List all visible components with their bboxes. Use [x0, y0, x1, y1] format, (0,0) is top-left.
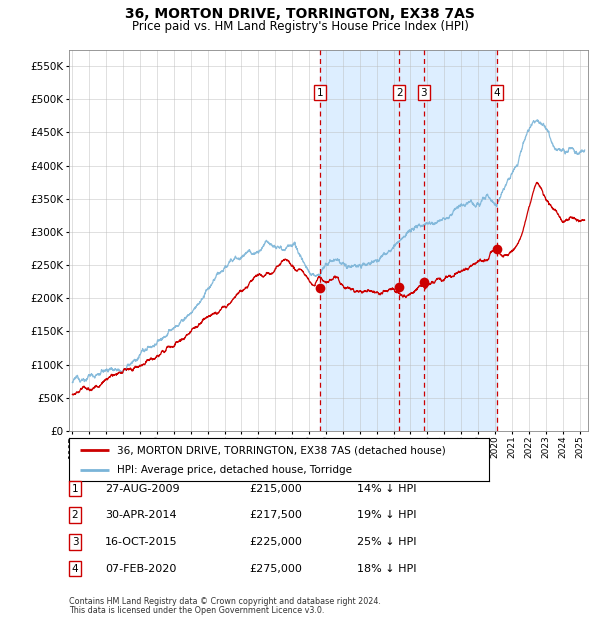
Text: 4: 4	[493, 87, 500, 98]
Text: 2: 2	[396, 87, 403, 98]
Text: HPI: Average price, detached house, Torridge: HPI: Average price, detached house, Torr…	[118, 465, 352, 475]
Text: 07-FEB-2020: 07-FEB-2020	[105, 564, 176, 574]
Text: 14% ↓ HPI: 14% ↓ HPI	[357, 484, 416, 494]
Text: 2: 2	[71, 510, 79, 520]
Text: 27-AUG-2009: 27-AUG-2009	[105, 484, 179, 494]
Text: 18% ↓ HPI: 18% ↓ HPI	[357, 564, 416, 574]
Text: This data is licensed under the Open Government Licence v3.0.: This data is licensed under the Open Gov…	[69, 606, 325, 615]
Text: Price paid vs. HM Land Registry's House Price Index (HPI): Price paid vs. HM Land Registry's House …	[131, 20, 469, 33]
Text: £217,500: £217,500	[249, 510, 302, 520]
Text: 16-OCT-2015: 16-OCT-2015	[105, 537, 178, 547]
Text: 36, MORTON DRIVE, TORRINGTON, EX38 7AS (detached house): 36, MORTON DRIVE, TORRINGTON, EX38 7AS (…	[118, 445, 446, 455]
Text: 3: 3	[421, 87, 427, 98]
Text: 19% ↓ HPI: 19% ↓ HPI	[357, 510, 416, 520]
Text: 36, MORTON DRIVE, TORRINGTON, EX38 7AS: 36, MORTON DRIVE, TORRINGTON, EX38 7AS	[125, 7, 475, 22]
Text: 30-APR-2014: 30-APR-2014	[105, 510, 176, 520]
Bar	[320, 50, 497, 431]
Text: £225,000: £225,000	[249, 537, 302, 547]
Text: £275,000: £275,000	[249, 564, 302, 574]
Text: 1: 1	[317, 87, 323, 98]
Text: 25% ↓ HPI: 25% ↓ HPI	[357, 537, 416, 547]
Text: 1: 1	[71, 484, 79, 494]
Text: 4: 4	[71, 564, 79, 574]
Text: £215,000: £215,000	[249, 484, 302, 494]
Text: Contains HM Land Registry data © Crown copyright and database right 2024.: Contains HM Land Registry data © Crown c…	[69, 597, 381, 606]
Text: 3: 3	[71, 537, 79, 547]
